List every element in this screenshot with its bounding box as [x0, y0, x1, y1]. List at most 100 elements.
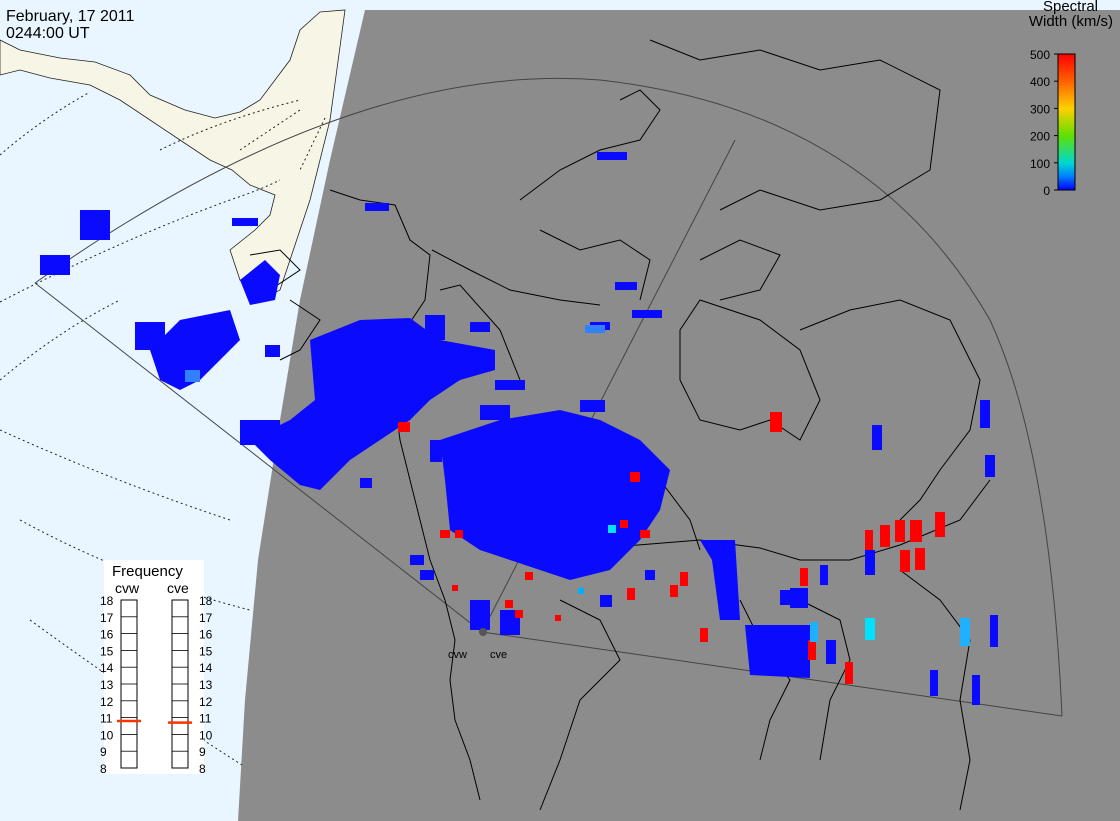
echo-cell — [980, 400, 990, 428]
echo-cell — [810, 622, 818, 642]
frequency-tick-left: 15 — [100, 644, 114, 658]
echo-cell — [826, 640, 836, 664]
echo-cell — [80, 210, 110, 240]
colorbar-title-line2: Width (km/s) — [1029, 13, 1113, 30]
echo-cell — [935, 512, 945, 537]
echo-cell — [265, 345, 280, 357]
echo-region — [240, 260, 280, 305]
echo-cell — [365, 203, 389, 211]
echo-cell — [900, 550, 910, 572]
echo-cell — [680, 572, 688, 586]
frequency-tick-left: 13 — [100, 678, 114, 692]
echo-cell — [910, 520, 922, 542]
echo-cell — [645, 570, 655, 580]
echo-cell — [440, 530, 450, 538]
echo-cell — [640, 530, 650, 538]
radar-site-marker — [479, 628, 487, 636]
echo-cell — [865, 550, 875, 575]
frequency-tick-left: 14 — [100, 661, 114, 675]
echo-cell — [580, 400, 605, 412]
echo-cell — [505, 600, 513, 608]
echo-cell — [808, 640, 816, 660]
echo-cell — [700, 628, 708, 642]
frequency-tick-right: 18 — [199, 594, 213, 608]
frequency-tick-left: 12 — [100, 695, 114, 709]
colorbar-tick-label: 400 — [1030, 75, 1050, 89]
frequency-panel: Frequency cvw cve 18 18 17 17 16 16 15 15 14 14 13… — [100, 560, 213, 776]
echo-cell — [185, 370, 200, 382]
plot-date: February, 17 2011 — [6, 8, 135, 25]
echo-cell — [360, 478, 372, 488]
echo-cell — [627, 588, 635, 600]
echo-cell — [780, 590, 790, 605]
echo-cell — [790, 588, 808, 608]
echo-cell — [800, 568, 808, 586]
echo-cell — [398, 422, 410, 432]
frequency-radar-cve: cve — [167, 580, 189, 596]
colorbar-tick-label: 300 — [1030, 102, 1050, 116]
site-label-cvw: cvw — [448, 649, 467, 661]
echo-cell — [930, 670, 938, 696]
echo-cell — [960, 618, 970, 646]
echo-cell — [425, 315, 445, 340]
frequency-tick-right: 11 — [199, 712, 212, 726]
echo-cell — [455, 530, 463, 538]
frequency-radar-cvw: cvw — [115, 580, 140, 596]
echo-cell — [845, 662, 853, 684]
frequency-tick-left: 9 — [100, 745, 107, 759]
echo-cell — [600, 595, 612, 607]
echo-cell — [620, 520, 628, 528]
echo-cell — [578, 588, 584, 594]
frequency-tick-left: 16 — [100, 628, 114, 642]
frequency-tick-right: 17 — [199, 611, 213, 625]
night-shading — [238, 10, 1120, 821]
frequency-tick-right: 8 — [199, 762, 206, 776]
frequency-tick-right: 9 — [199, 745, 206, 759]
sunlit-landmass — [0, 9, 346, 301]
frequency-tick-right: 16 — [199, 628, 213, 642]
echo-cell — [597, 152, 627, 160]
frequency-tick-left: 11 — [100, 712, 113, 726]
echo-cell — [430, 440, 442, 462]
echo-cell — [795, 625, 805, 665]
colorbar-tick-label: 100 — [1030, 157, 1050, 171]
frequency-tick-left: 18 — [100, 594, 114, 608]
frequency-tick-right: 15 — [199, 644, 213, 658]
echo-cell — [480, 405, 510, 420]
radar-backscatter — [40, 152, 998, 705]
echo-cell — [990, 615, 998, 647]
echo-cell — [135, 322, 165, 350]
colorbar-scale — [1057, 53, 1076, 191]
frequency-title: Frequency — [112, 563, 183, 580]
echo-cell — [240, 420, 280, 445]
echo-region — [700, 540, 740, 620]
colorbar-tick-label: 200 — [1030, 130, 1050, 144]
frequency-tick-right: 12 — [199, 695, 213, 709]
echo-cell — [470, 322, 490, 332]
echo-region — [150, 310, 240, 390]
echo-cell — [495, 380, 525, 390]
echo-cell — [555, 615, 561, 621]
echo-cell — [865, 530, 873, 550]
echo-cell — [632, 310, 662, 318]
echo-cell — [630, 472, 640, 482]
echo-cell — [525, 572, 533, 580]
frequency-tick-left: 17 — [100, 611, 114, 625]
echo-cell — [770, 412, 782, 432]
echo-cell — [515, 610, 523, 618]
frequency-scale: 18 18 17 17 16 16 15 15 14 14 13 13 12 12 11 11 10 10 9 9 8 8 — [100, 594, 213, 776]
echo-cell — [410, 555, 424, 565]
echo-cell — [895, 520, 905, 542]
colorbar-tick-label: 500 — [1030, 48, 1050, 62]
echo-cell — [670, 585, 678, 597]
echo-cell — [452, 585, 458, 591]
colorbar-tick-label: 0 — [1043, 184, 1050, 198]
echo-cell — [985, 455, 995, 477]
echo-cell — [420, 570, 434, 580]
site-label-cve: cve — [490, 649, 507, 661]
echo-cell — [470, 600, 490, 630]
frequency-tick-left: 10 — [100, 728, 114, 742]
echo-cell — [880, 525, 890, 547]
